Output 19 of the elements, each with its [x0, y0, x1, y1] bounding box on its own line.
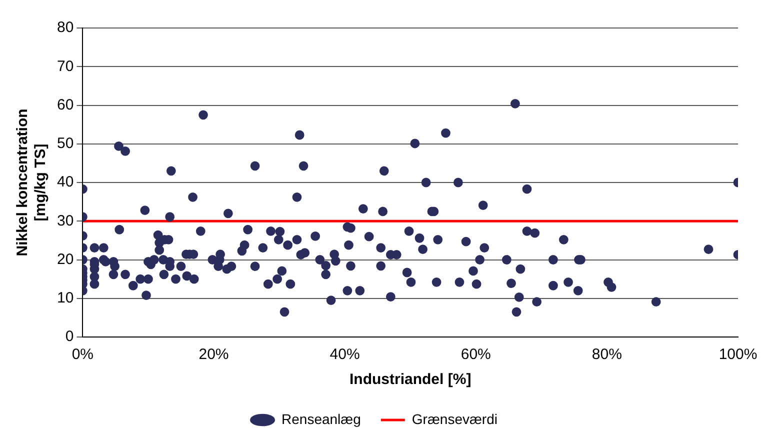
- legend-label: Grænseværdi: [412, 410, 498, 427]
- x-tick-label: 20%: [198, 346, 229, 364]
- y-tick-label: 80: [56, 19, 74, 36]
- x-tick-label: 0%: [72, 346, 94, 364]
- y-axis-title: Nikkel koncentration [mg/kg TS]: [14, 108, 50, 256]
- y-tick-label: 0: [65, 328, 74, 346]
- y-tick-label: 70: [56, 58, 74, 75]
- x-tick-label: 60%: [460, 346, 491, 364]
- x-tick-label: 80%: [592, 346, 622, 364]
- x-tick-label: 40%: [330, 346, 360, 364]
- y-tick-label: 60: [56, 96, 74, 114]
- legend-label: Renseanlæg: [282, 410, 361, 427]
- y-tick-label: 20: [56, 250, 74, 268]
- x-tick-label: 100%: [718, 346, 758, 364]
- y-tick-label: 40: [56, 174, 74, 191]
- y-tick-label: 30: [56, 212, 74, 230]
- y-tick-label: 50: [56, 135, 74, 152]
- x-axis-title: Industriandel [%]: [350, 371, 472, 388]
- y-tick-label: 10: [56, 290, 74, 307]
